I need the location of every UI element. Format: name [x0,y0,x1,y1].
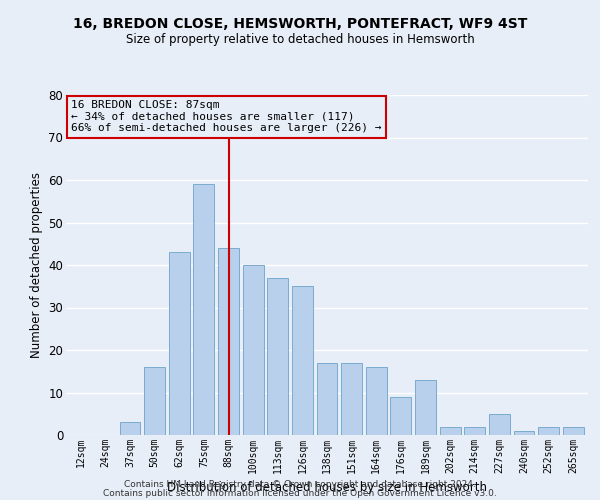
Text: Contains public sector information licensed under the Open Government Licence v3: Contains public sector information licen… [103,489,497,498]
X-axis label: Distribution of detached houses by size in Hemsworth: Distribution of detached houses by size … [167,482,487,494]
Bar [242,265,263,435]
Text: Contains HM Land Registry data © Crown copyright and database right 2024.: Contains HM Land Registry data © Crown c… [124,480,476,489]
Bar [538,426,559,435]
Bar [366,367,387,435]
Bar [391,397,412,435]
Bar [169,252,190,435]
Bar [489,414,510,435]
Bar [119,422,140,435]
Bar [514,430,535,435]
Text: 16, BREDON CLOSE, HEMSWORTH, PONTEFRACT, WF9 4ST: 16, BREDON CLOSE, HEMSWORTH, PONTEFRACT,… [73,18,527,32]
Bar [292,286,313,435]
Bar [341,363,362,435]
Bar [563,426,584,435]
Bar [193,184,214,435]
Bar [144,367,165,435]
Bar [415,380,436,435]
Bar [218,248,239,435]
Bar [267,278,288,435]
Text: Size of property relative to detached houses in Hemsworth: Size of property relative to detached ho… [125,32,475,46]
Text: 16 BREDON CLOSE: 87sqm
← 34% of detached houses are smaller (117)
66% of semi-de: 16 BREDON CLOSE: 87sqm ← 34% of detached… [71,100,382,134]
Bar [464,426,485,435]
Bar [317,363,337,435]
Y-axis label: Number of detached properties: Number of detached properties [30,172,43,358]
Bar [440,426,461,435]
